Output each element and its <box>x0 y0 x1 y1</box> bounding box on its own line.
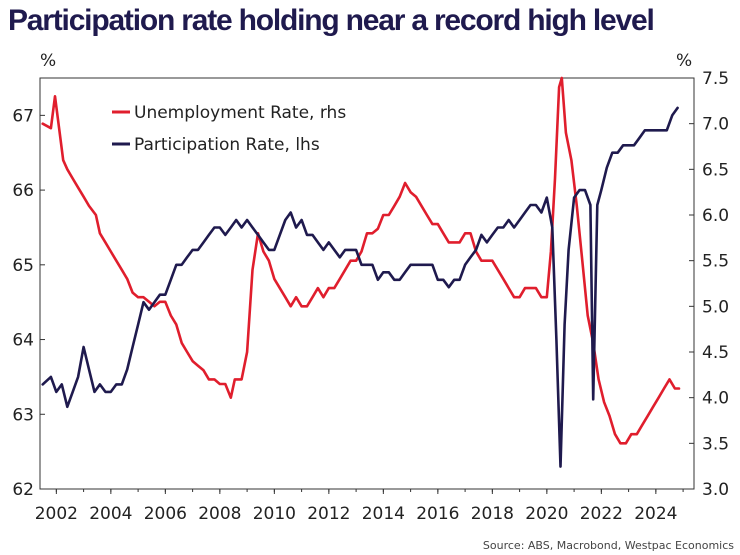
left-tick-label: 63 <box>12 405 34 425</box>
x-tick-label: 2008 <box>198 504 241 524</box>
right-tick-label: 3.5 <box>702 434 729 454</box>
participation-rate-line <box>41 106 679 468</box>
right-tick-label: 7.5 <box>702 69 729 89</box>
plot-frame <box>39 77 695 490</box>
chart-title: Participation rate holding near a record… <box>8 4 655 37</box>
right-tick-label: 6.5 <box>702 160 729 180</box>
x-tick-label: 2024 <box>634 504 677 524</box>
left-tick-label: 62 <box>12 480 34 500</box>
unemployment-rate-line <box>41 76 681 445</box>
x-tick-label: 2018 <box>471 504 514 524</box>
x-tick-label: 2002 <box>35 504 78 524</box>
left-unit-label: % <box>40 51 56 71</box>
x-tick-label: 2022 <box>580 504 623 524</box>
source-note: Source: ABS, Macrobond, Westpac Economic… <box>483 539 734 552</box>
labels-layer: 62 63 64 65 66 67 3.0 3.5 4.0 4.5 5.0 5.5 6.0 6.5 7.0 7… <box>12 51 734 552</box>
series-layer <box>41 76 681 468</box>
axes-frame <box>39 77 695 494</box>
right-tick-label: 4.5 <box>702 343 729 363</box>
right-tick-label: 4.0 <box>702 389 729 409</box>
x-tick-label: 2006 <box>144 504 187 524</box>
right-tick-label: 6.0 <box>702 206 729 226</box>
right-unit-label: % <box>676 51 692 71</box>
left-tick-label: 67 <box>12 106 34 126</box>
left-tick-label: 65 <box>12 256 34 276</box>
right-tick-label: 3.0 <box>702 480 729 500</box>
x-tick-label: 2004 <box>89 504 132 524</box>
right-tick-label: 5.0 <box>702 297 729 317</box>
left-tick-label: 64 <box>12 331 34 351</box>
left-tick-label: 66 <box>12 181 34 201</box>
legend-label-participation: Participation Rate, lhs <box>134 135 320 155</box>
x-tick-label: 2010 <box>253 504 296 524</box>
legend-label-unemployment: Unemployment Rate, rhs <box>134 103 346 123</box>
right-tick-label: 5.5 <box>702 252 729 272</box>
x-tick-label: 2012 <box>307 504 350 524</box>
x-tick-label: 2020 <box>525 504 568 524</box>
x-tick-label: 2014 <box>362 504 405 524</box>
right-tick-label: 7.0 <box>702 115 729 135</box>
x-tick-label: 2016 <box>416 504 459 524</box>
